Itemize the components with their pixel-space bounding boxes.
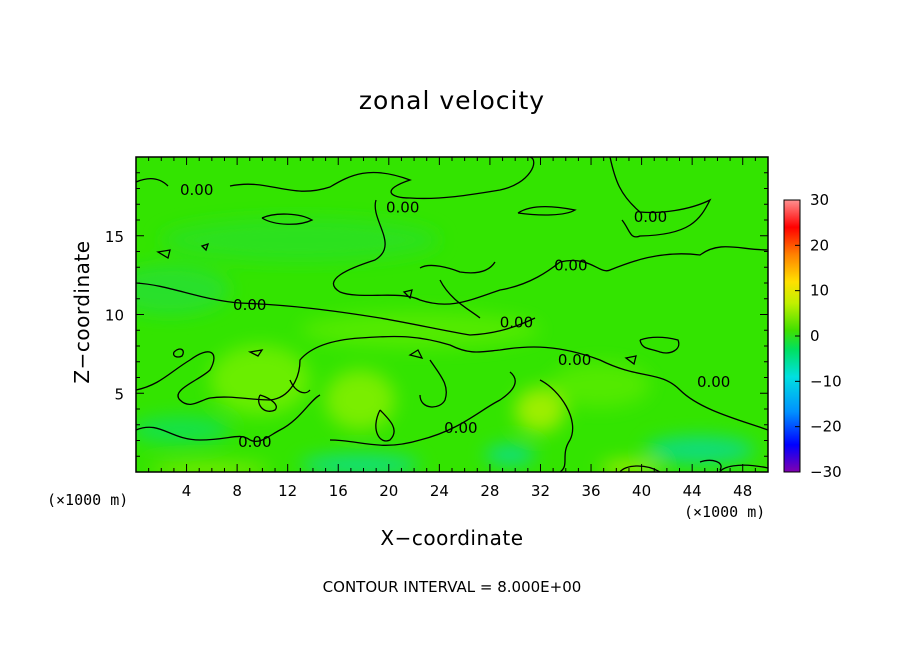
x-tick-label: 28 xyxy=(480,482,499,500)
x-axis: 4 8 12 16 20 24 28 32 36 40 44 48 xyxy=(148,157,756,500)
y-tick-label: 5 xyxy=(114,385,124,403)
contour-label: 0.00 xyxy=(180,181,213,199)
x-tick-label: 40 xyxy=(632,482,651,500)
y-tick-label: 15 xyxy=(105,228,124,246)
x-tick-label: 4 xyxy=(182,482,192,500)
y-axis: 5 10 15 xyxy=(105,172,768,457)
x-tick-label: 48 xyxy=(733,482,752,500)
contour-label: 0.00 xyxy=(634,208,667,226)
colorbar-tick-label: 30 xyxy=(810,191,829,209)
contour-label: 0.00 xyxy=(238,433,271,451)
x-tick-label: 12 xyxy=(278,482,297,500)
contour-label: 0.00 xyxy=(558,351,591,369)
colorbar-ticks: 30 20 10 0 −10 −20 −30 xyxy=(795,191,842,481)
zero-contours xyxy=(136,157,768,472)
x-unit-label: (×1000 m) xyxy=(684,503,766,521)
contour-label: 0.00 xyxy=(233,296,266,314)
contour-interval-note: CONTOUR INTERVAL = 8.000E+00 xyxy=(322,578,582,596)
colorbar-tick-label: 20 xyxy=(810,236,829,254)
y-tick-label: 10 xyxy=(105,307,124,325)
x-tick-label: 24 xyxy=(430,482,449,500)
x-tick-label: 36 xyxy=(581,482,600,500)
colorbar-tick-label: 10 xyxy=(810,282,829,300)
colorbar-tick-label: −20 xyxy=(810,418,842,436)
x-tick-label: 8 xyxy=(232,482,242,500)
x-tick-label: 16 xyxy=(329,482,348,500)
x-tick-label: 32 xyxy=(531,482,550,500)
z-unit-label: (×1000 m) xyxy=(47,491,129,509)
contour-label: 0.00 xyxy=(386,198,419,216)
contour-label: 0.00 xyxy=(500,313,533,331)
x-tick-label: 44 xyxy=(683,482,702,500)
x-axis-label: X−coordinate xyxy=(380,526,524,550)
x-tick-label: 20 xyxy=(379,482,398,500)
colorbar-tick-label: −30 xyxy=(810,463,842,481)
contour-label: 0.00 xyxy=(697,373,730,391)
contour-labels: 0.00 0.00 0.00 0.00 0.00 0.00 0.00 0.00 0.00 0.00 xyxy=(180,181,730,451)
colorbar-tick-label: −10 xyxy=(810,372,842,390)
colorbar-tick-label: 0 xyxy=(810,327,820,345)
chart-title: zonal velocity xyxy=(358,86,546,115)
velocity-field xyxy=(136,157,768,472)
contour-label: 0.00 xyxy=(554,257,587,275)
contour-label: 0.00 xyxy=(444,419,477,437)
